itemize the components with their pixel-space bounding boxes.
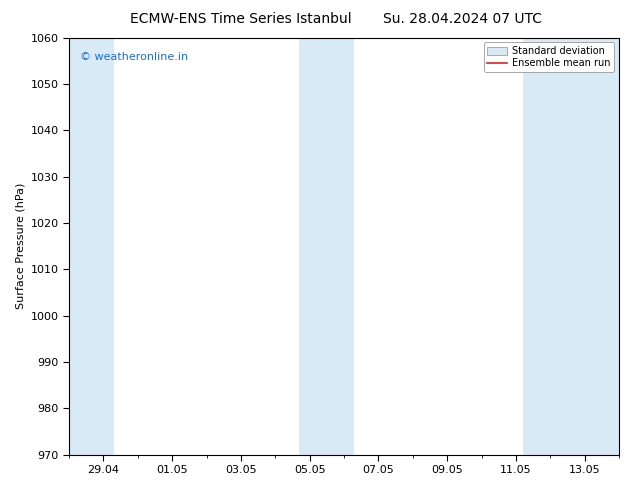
Bar — [69, 38, 113, 455]
Legend: Standard deviation, Ensemble mean run: Standard deviation, Ensemble mean run — [484, 43, 614, 72]
Bar — [523, 38, 619, 455]
Bar — [299, 38, 354, 455]
Text: ECMW-ENS Time Series Istanbul: ECMW-ENS Time Series Istanbul — [130, 12, 352, 26]
Y-axis label: Surface Pressure (hPa): Surface Pressure (hPa) — [15, 183, 25, 309]
Text: Su. 28.04.2024 07 UTC: Su. 28.04.2024 07 UTC — [384, 12, 542, 26]
Text: © weatheronline.in: © weatheronline.in — [80, 52, 188, 62]
